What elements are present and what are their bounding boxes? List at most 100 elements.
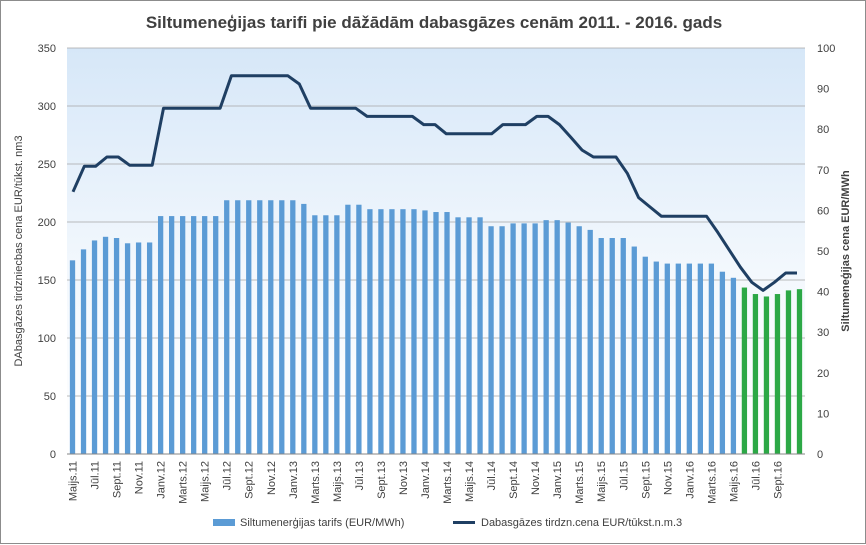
bar xyxy=(444,212,450,454)
right-tick-label: 20 xyxy=(817,368,829,380)
bar xyxy=(191,216,197,454)
bar xyxy=(257,200,263,454)
x-tick-label: Nov.13 xyxy=(398,461,410,495)
x-tick-label: Nov.11 xyxy=(134,461,146,494)
left-tick-label: 0 xyxy=(50,449,56,461)
bar xyxy=(323,215,329,454)
bar xyxy=(708,263,715,454)
bar xyxy=(113,238,120,454)
bar xyxy=(543,220,549,454)
bar xyxy=(752,294,759,454)
right-tick-label: 0 xyxy=(817,449,823,461)
bar xyxy=(367,209,373,454)
x-tick-label: Maijs.15 xyxy=(596,461,608,502)
bar xyxy=(576,226,582,454)
bar xyxy=(400,209,406,454)
bar xyxy=(290,200,296,454)
bar xyxy=(180,216,186,454)
legend-line-label: Dabasgāzes tirdzn.cena EUR/tūkst.n.m.3 xyxy=(481,517,682,529)
x-tick-label: Jūl.14 xyxy=(486,461,498,490)
bar xyxy=(774,294,781,454)
bar xyxy=(224,200,230,454)
right-tick-label: 80 xyxy=(817,124,829,136)
bar xyxy=(422,210,428,454)
bar xyxy=(730,277,737,454)
bar xyxy=(785,290,792,454)
bar xyxy=(653,261,659,454)
bar xyxy=(80,249,87,454)
bar xyxy=(312,215,318,454)
x-tick-label: Nov.15 xyxy=(662,461,674,495)
bar xyxy=(587,229,593,454)
bar xyxy=(499,226,505,454)
x-tick-label: Jūl.11 xyxy=(90,461,102,490)
left-tick-label: 100 xyxy=(38,333,56,345)
bar xyxy=(279,200,285,454)
left-tick-label: 350 xyxy=(38,43,56,55)
x-tick-label: Marts.16 xyxy=(706,461,718,504)
legend-bar-swatch xyxy=(213,519,235,526)
right-tick-label: 100 xyxy=(817,43,835,55)
x-axis: Maijs.11 Jūl.11 Sept.11 Nov.11 Janv.12 Marts.… xyxy=(68,461,785,504)
x-tick-label: Jūl.16 xyxy=(750,461,762,490)
x-tick-label: Janv.13 xyxy=(288,461,300,499)
bar xyxy=(609,238,615,454)
bar xyxy=(246,200,252,454)
bar xyxy=(488,226,494,454)
bar xyxy=(521,223,527,454)
right-tick-label: 50 xyxy=(817,246,829,258)
bar xyxy=(157,216,164,454)
bar xyxy=(91,240,98,454)
left-axis-title: DAbasgāzes tirdzniecbas cena EUR/tūkst. … xyxy=(13,135,25,366)
bar xyxy=(411,209,417,454)
bar xyxy=(796,289,803,454)
bar xyxy=(697,263,704,454)
bar xyxy=(664,263,670,454)
x-tick-label: Nov.12 xyxy=(266,461,278,495)
bar xyxy=(213,216,219,454)
right-tick-label: 10 xyxy=(817,408,829,420)
bar xyxy=(455,217,461,454)
x-tick-label: Maijs.14 xyxy=(464,461,476,502)
right-tick-label: 60 xyxy=(817,205,829,217)
x-tick-label: Sept.15 xyxy=(640,461,652,499)
x-tick-label: Marts.13 xyxy=(310,461,322,504)
left-tick-label: 50 xyxy=(44,391,56,403)
x-tick-label: Maijs.12 xyxy=(200,461,212,502)
bar xyxy=(334,215,340,454)
right-tick-label: 70 xyxy=(817,165,829,177)
bar xyxy=(202,216,208,454)
legend-bar-label: Siltumenerģijas tarifs (EUR/MWh) xyxy=(240,516,404,529)
bar xyxy=(356,204,362,454)
x-tick-label: Nov.14 xyxy=(530,461,542,495)
bar xyxy=(102,236,109,454)
x-tick-label: Marts.12 xyxy=(178,461,190,504)
x-tick-label: Maijs.11 xyxy=(68,461,80,501)
bar xyxy=(554,220,560,454)
bar-series xyxy=(69,200,803,454)
x-tick-label: Sept.14 xyxy=(508,461,520,499)
bar xyxy=(598,238,604,454)
bar xyxy=(642,256,648,454)
right-tick-label: 30 xyxy=(817,327,829,339)
x-tick-label: Marts.14 xyxy=(442,461,454,504)
right-y-axis: 0 10 20 30 40 50 60 70 80 90 100 xyxy=(817,43,835,461)
x-tick-label: Janv.16 xyxy=(684,461,696,499)
bar xyxy=(719,271,726,454)
right-tick-label: 90 xyxy=(817,84,829,96)
bar xyxy=(268,200,274,454)
x-tick-label: Jūl.12 xyxy=(222,461,234,490)
x-tick-label: Janv.14 xyxy=(420,461,432,499)
x-tick-label: Sept.16 xyxy=(773,461,785,499)
left-tick-label: 300 xyxy=(38,101,56,113)
bar xyxy=(477,217,483,454)
bar xyxy=(69,260,76,454)
bar xyxy=(378,209,384,454)
x-tick-label: Sept.13 xyxy=(376,461,388,499)
left-tick-label: 150 xyxy=(38,275,56,287)
bar xyxy=(686,263,692,454)
x-tick-label: Marts.15 xyxy=(574,461,586,504)
bar xyxy=(168,216,175,454)
right-axis-title: Siltumeneģijas cena EUR/MWh xyxy=(839,170,852,332)
